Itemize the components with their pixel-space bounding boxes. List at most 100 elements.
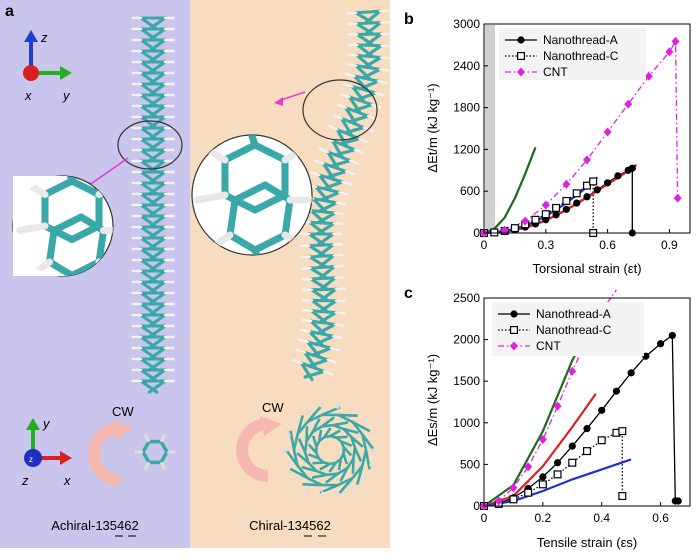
chart-c-series-1-point-7 [582,447,591,456]
chart-b-xtick-0: 0 [481,238,488,252]
chart-c-series-4-line [483,393,597,508]
cw-label-right: CW [262,400,284,415]
chart-b-series-0-line [483,167,633,234]
chart-c-series-1-point-6 [568,458,577,467]
axes-icon-bottom: z y z x [21,416,72,488]
chart-c-legend-label-2: CNT [536,339,561,353]
chart-c-series-0-point-6 [568,442,576,450]
chart-c-legend-marker-1 [510,326,519,335]
axis-y-label-top: y [62,88,71,103]
chart-c-series-0-point-13 [668,331,676,340]
chiral-top-view-molecule [282,402,378,498]
chart-b-series-2-point-9 [665,47,674,57]
chart-b-shaded-region [485,25,495,233]
chart-b-xtick-3: 0.9 [661,238,678,252]
chart-c-letter: c [404,285,413,302]
chart-b-series-0-point-12 [604,179,612,187]
chart-c-series-0-point-12 [656,340,665,348]
chart-b-series-0-point-8 [562,205,571,213]
chart-b-series-1-point-8 [562,196,571,205]
chart-b-xtick-2: 0.6 [599,238,616,252]
chart-b-series-0-point-7 [552,211,560,219]
axis-x-label-top: x [24,88,32,103]
chart-b-ylabel: ΔEt/m (kJ kg⁻¹) [425,83,440,172]
chart-c-series-0-point-9 [612,387,621,395]
chart-b-legend-marker-1 [516,51,525,60]
chart-c: c 0 0.2 0.4 0.6 0 500 1000 1500 2000 2500 Tensile… [404,285,691,550]
chart-c-series-0-point-15 [674,497,682,505]
chart-c-ytick-3: 1500 [453,374,480,388]
axis-z-label-bottom: z [21,473,29,488]
chart-b-series-1-point-6 [541,210,550,219]
chart-b-legend-label-2: CNT [543,65,568,79]
chart-b-letter: b [404,11,414,28]
chart-c-ytick-1: 500 [460,457,480,471]
chart-b-series-1-point-9 [572,189,581,198]
chart-c-series-1-point-11 [618,492,627,501]
chart-b-series-2-point-8 [644,71,653,81]
cw-label-left: CW [112,404,134,419]
chart-b-series-2-point-4 [562,179,571,189]
chart-c-xtick-2: 0.4 [593,511,610,525]
chart-c-frame [483,297,691,507]
chart-c-series-0-point-5 [553,459,562,467]
achiral-caption: Achiral-135462 [51,518,138,533]
chart-c-ytick-4: 2000 [453,333,480,347]
chart-c-series-1-point-4 [538,480,547,489]
chart-c-series-0-point-10 [627,369,635,377]
chart-b-xlabel: Torsional strain (εt) [532,261,641,276]
chart-c-ytick-0: 0 [473,499,480,513]
chart-b-ytick-1: 600 [460,184,480,198]
chart-b-legend-marker-2 [517,67,525,77]
chart-b-series-2-point-2 [521,216,530,226]
chart-b-series-2-point-1 [500,225,509,235]
chart-b-series-2-point-7 [624,99,633,109]
chart-c-series-0-point-7 [583,425,591,433]
chart-b-series-0-point-11 [593,186,601,194]
panel-a: a z x y [0,0,391,548]
chart-c-xlabel: Tensile strain (εs) [537,535,637,550]
chart-c-series-2-point-6 [568,366,577,376]
cw-arrow-left-shape [88,422,121,486]
chart-c-legend-marker-0 [510,310,518,318]
axis-y-label-bottom: y [42,416,51,431]
chart-b-ytick-0: 0 [473,226,480,240]
chart-c-legend-label-0: Nanothread-A [536,307,611,321]
chart-b-series-2-point-5 [583,155,591,165]
chart-c-series-0-point-8 [598,406,606,414]
chart-b-series-2-point-3 [541,200,550,210]
chart-c-series-1-point-8 [597,436,606,445]
chart-b: b 0 0.3 0.6 0.9 0 600 1200 1800 2400 3000 Torsion… [404,11,691,276]
chart-b-ytick-4: 2400 [453,59,480,73]
svg-text:z: z [29,455,33,464]
chart-c-legend-label-1: Nanothread-C [536,323,612,337]
chart-b-series-2-point-11 [673,193,682,203]
achiral-nanothread [131,16,175,394]
chart-c-series-2-point-4 [538,434,547,444]
chart-b-series-1-point-3 [510,224,519,233]
chart-c-legend: Nanothread-A Nanothread-C CNT [492,302,644,356]
chiral-zoom-inset [191,79,378,256]
axis-z-label-top: z [40,30,48,45]
chart-c-ylabel: ΔEs/m (kJ kg⁻¹) [425,354,440,446]
chart-c-series-1-point-5 [553,470,562,479]
chart-b-series-5-line [483,176,599,235]
chart-b-series-2-point-10 [671,36,680,46]
chart-c-series-2-point-3 [524,462,533,472]
chart-b-series-0-point-13 [614,172,622,180]
chart-b-xtick-1: 0.3 [537,238,554,252]
panel-a-letter: a [5,3,14,20]
cw-arrow-left: CW [88,404,134,486]
chart-b-series-1-point-1 [490,228,499,237]
cw-arrow-right: CW [236,400,284,482]
axes-icon-top: z x y [23,30,72,103]
chart-c-series-2-point-2 [509,483,518,493]
chart-b-series-2-point-6 [603,127,612,137]
chart-b-ytick-5: 3000 [453,17,480,31]
chart-b-ytick-3: 1800 [453,101,480,115]
chart-b-series-1-point-5 [531,215,540,224]
chart-c-xtick-0: 0 [481,511,488,525]
chart-b-frame [483,23,691,234]
chart-c-series-1-point-10 [618,427,627,436]
